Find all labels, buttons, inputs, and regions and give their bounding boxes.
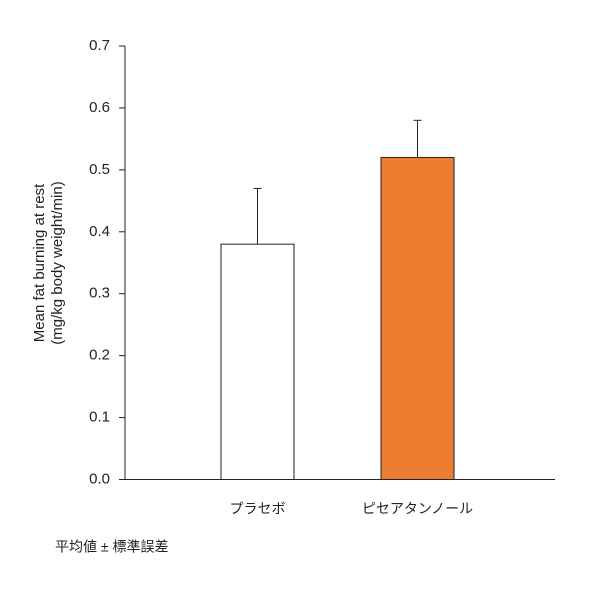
y-tick-label: 0.4 xyxy=(89,223,110,240)
y-tick-label: 0.3 xyxy=(89,285,110,302)
y-axis-label: Mean fat burning at rest xyxy=(31,183,48,342)
x-tick-label: ピセアタンノール xyxy=(362,501,473,517)
y-tick-label: 0.1 xyxy=(89,409,110,426)
y-tick-label: 0.6 xyxy=(89,99,110,116)
note: 平均値 ± 標準誤差 xyxy=(55,539,168,555)
y-tick-label: 0.5 xyxy=(89,161,110,178)
y-tick-label: 0.2 xyxy=(89,347,110,364)
bar xyxy=(380,156,455,480)
x-tick-label: プラセボ xyxy=(230,501,286,517)
y-axis-label: (mg/kg body weight/min) xyxy=(49,181,66,344)
bar xyxy=(220,243,295,480)
y-tick-label: 0.0 xyxy=(89,470,110,487)
y-tick-label: 0.7 xyxy=(89,37,110,54)
